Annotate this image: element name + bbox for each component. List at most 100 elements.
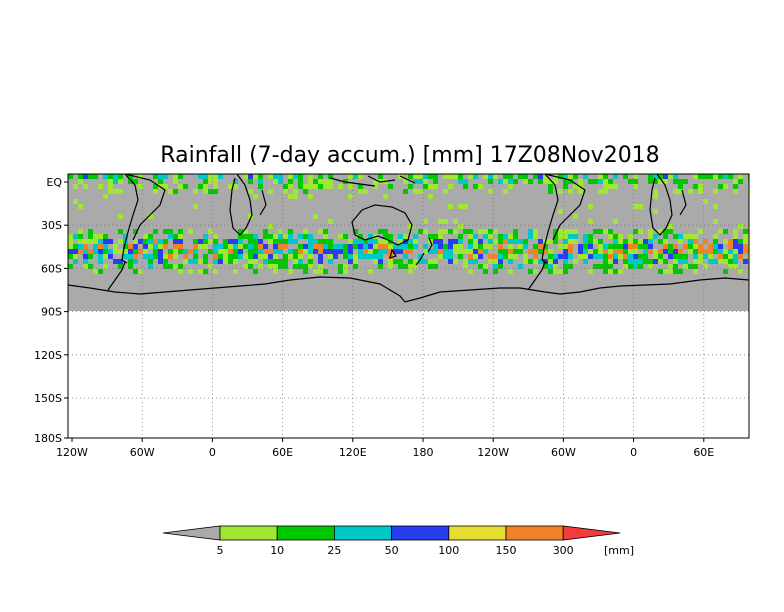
rain-cell — [743, 234, 748, 239]
rain-cell — [653, 174, 658, 179]
rain-cell — [493, 229, 498, 234]
colorbar-segment — [448, 525, 507, 541]
rain-cell — [563, 249, 568, 254]
rain-cell — [343, 264, 348, 269]
rain-cell — [203, 174, 208, 179]
rain-cell — [703, 174, 708, 179]
rain-cell — [633, 249, 638, 254]
rain-cell — [678, 259, 683, 264]
rain-cell — [113, 259, 118, 264]
rain-cell — [738, 249, 743, 254]
rain-cell — [733, 259, 738, 264]
rain-cell — [338, 244, 343, 249]
rain-cell — [728, 254, 733, 259]
rain-cell — [633, 204, 638, 209]
rain-cell — [313, 249, 318, 254]
rain-cell — [178, 234, 183, 239]
rain-cell — [653, 209, 658, 214]
rain-cell — [478, 244, 483, 249]
rain-cell — [413, 259, 418, 264]
rain-cell — [523, 239, 528, 244]
coastlines — [68, 174, 749, 303]
rain-cell — [183, 249, 188, 254]
rain-cell — [528, 179, 533, 184]
rain-cell — [568, 179, 573, 184]
rain-cell — [668, 264, 673, 269]
rain-cell — [203, 254, 208, 259]
no-data-region — [68, 311, 749, 438]
rain-cell — [703, 254, 708, 259]
rain-cell — [418, 254, 423, 259]
rain-cell — [323, 239, 328, 244]
colorbar-segment — [333, 525, 392, 541]
rain-cell — [588, 239, 593, 244]
rain-cell — [403, 254, 408, 259]
rain-cell — [583, 234, 588, 239]
rain-cell — [333, 254, 338, 259]
rain-cell — [468, 259, 473, 264]
rain-cell — [128, 179, 133, 184]
rain-cell — [318, 174, 323, 179]
rain-cell — [418, 229, 423, 234]
rain-cell — [513, 249, 518, 254]
rain-cell — [278, 174, 283, 179]
rain-cell — [318, 259, 323, 264]
rain-cell — [508, 254, 513, 259]
rain-cell — [153, 189, 158, 194]
rain-cell — [193, 239, 198, 244]
rain-cell — [433, 239, 438, 244]
rain-cell — [378, 249, 383, 254]
rain-cell — [678, 234, 683, 239]
rain-cell — [238, 229, 243, 234]
rain-cell — [583, 244, 588, 249]
rain-cell — [458, 179, 463, 184]
rain-cell — [623, 244, 628, 249]
rain-cell — [83, 264, 88, 269]
rain-cell — [138, 184, 143, 189]
rain-cell — [653, 189, 658, 194]
rain-cell — [268, 174, 273, 179]
rain-cell — [498, 254, 503, 259]
rain-cell — [178, 269, 183, 274]
rain-cell — [623, 254, 628, 259]
rain-cell — [378, 259, 383, 264]
rain-cell — [593, 229, 598, 234]
rain-cell — [78, 239, 83, 244]
rain-cell — [518, 174, 523, 179]
rain-cell — [438, 229, 443, 234]
rain-cell — [408, 174, 413, 179]
rain-cell — [678, 239, 683, 244]
rain-cell — [208, 249, 213, 254]
rain-cell — [158, 249, 163, 254]
rain-cell — [608, 229, 613, 234]
rain-cell — [368, 239, 373, 244]
rain-cell — [483, 249, 488, 254]
rain-cell — [733, 234, 738, 239]
rain-cell — [343, 234, 348, 239]
rain-cell — [318, 249, 323, 254]
rain-cell — [228, 244, 233, 249]
rain-cell — [268, 224, 273, 229]
rain-cell — [463, 179, 468, 184]
rain-cell — [303, 264, 308, 269]
rain-cell — [448, 254, 453, 259]
rain-cell — [338, 249, 343, 254]
rain-cell — [188, 229, 193, 234]
rain-cell — [448, 229, 453, 234]
rain-cell — [168, 234, 173, 239]
rain-cell — [478, 249, 483, 254]
rain-cell — [383, 194, 388, 199]
rain-cell — [658, 249, 663, 254]
rain-cell — [458, 234, 463, 239]
rain-cell — [68, 239, 73, 244]
rain-cell — [313, 239, 318, 244]
rain-cell — [113, 189, 118, 194]
rain-cell — [433, 174, 438, 179]
rain-cell — [213, 254, 218, 259]
rain-cell — [698, 244, 703, 249]
rain-cell — [428, 259, 433, 264]
rain-cell — [283, 184, 288, 189]
rain-cell — [353, 244, 358, 249]
rain-cell — [733, 229, 738, 234]
rain-cell — [603, 244, 608, 249]
